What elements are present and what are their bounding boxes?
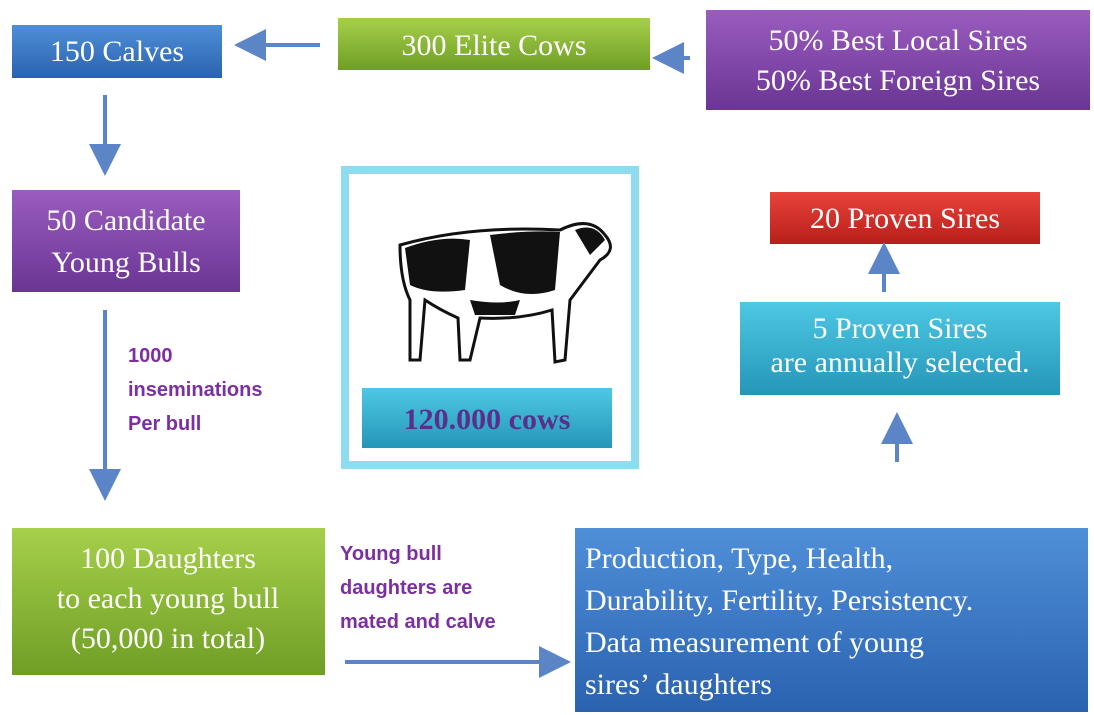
node-label: sires’ daughters (585, 668, 772, 701)
note-label: inseminations (128, 379, 262, 401)
node-label: Production, Type, Health, (585, 542, 893, 575)
note-label: daughters are (340, 577, 472, 599)
note-label: mated and calve (340, 611, 496, 633)
node-label: 5 Proven Sires (813, 312, 988, 345)
node-label: 300 Elite Cows (402, 29, 587, 62)
node-label: 50% Best Local Sires (768, 24, 1027, 57)
node-label: 120.000 cows (404, 403, 571, 436)
node-label: 20 Proven Sires (810, 202, 1000, 235)
node-label: to each young bull (57, 582, 279, 615)
node-label: Durability, Fertility, Persistency. (585, 584, 973, 617)
node-label: 50 Candidate (46, 204, 205, 237)
cow (398, 222, 612, 364)
node-label: 100 Daughters (80, 542, 256, 575)
note-label: Per bull (128, 413, 201, 435)
node-label: Data measurement of young (585, 626, 924, 659)
note-label: 1000 (128, 345, 173, 367)
node-label: Young Bulls (51, 246, 201, 279)
shapes (12, 10, 1090, 712)
node-label: 50% Best Foreign Sires (756, 64, 1040, 97)
node-label: (50,000 in total) (71, 622, 265, 655)
note-label: Young bull (340, 543, 442, 565)
node-label: are annually selected. (770, 346, 1029, 379)
node-label: 150 Calves (50, 35, 184, 68)
